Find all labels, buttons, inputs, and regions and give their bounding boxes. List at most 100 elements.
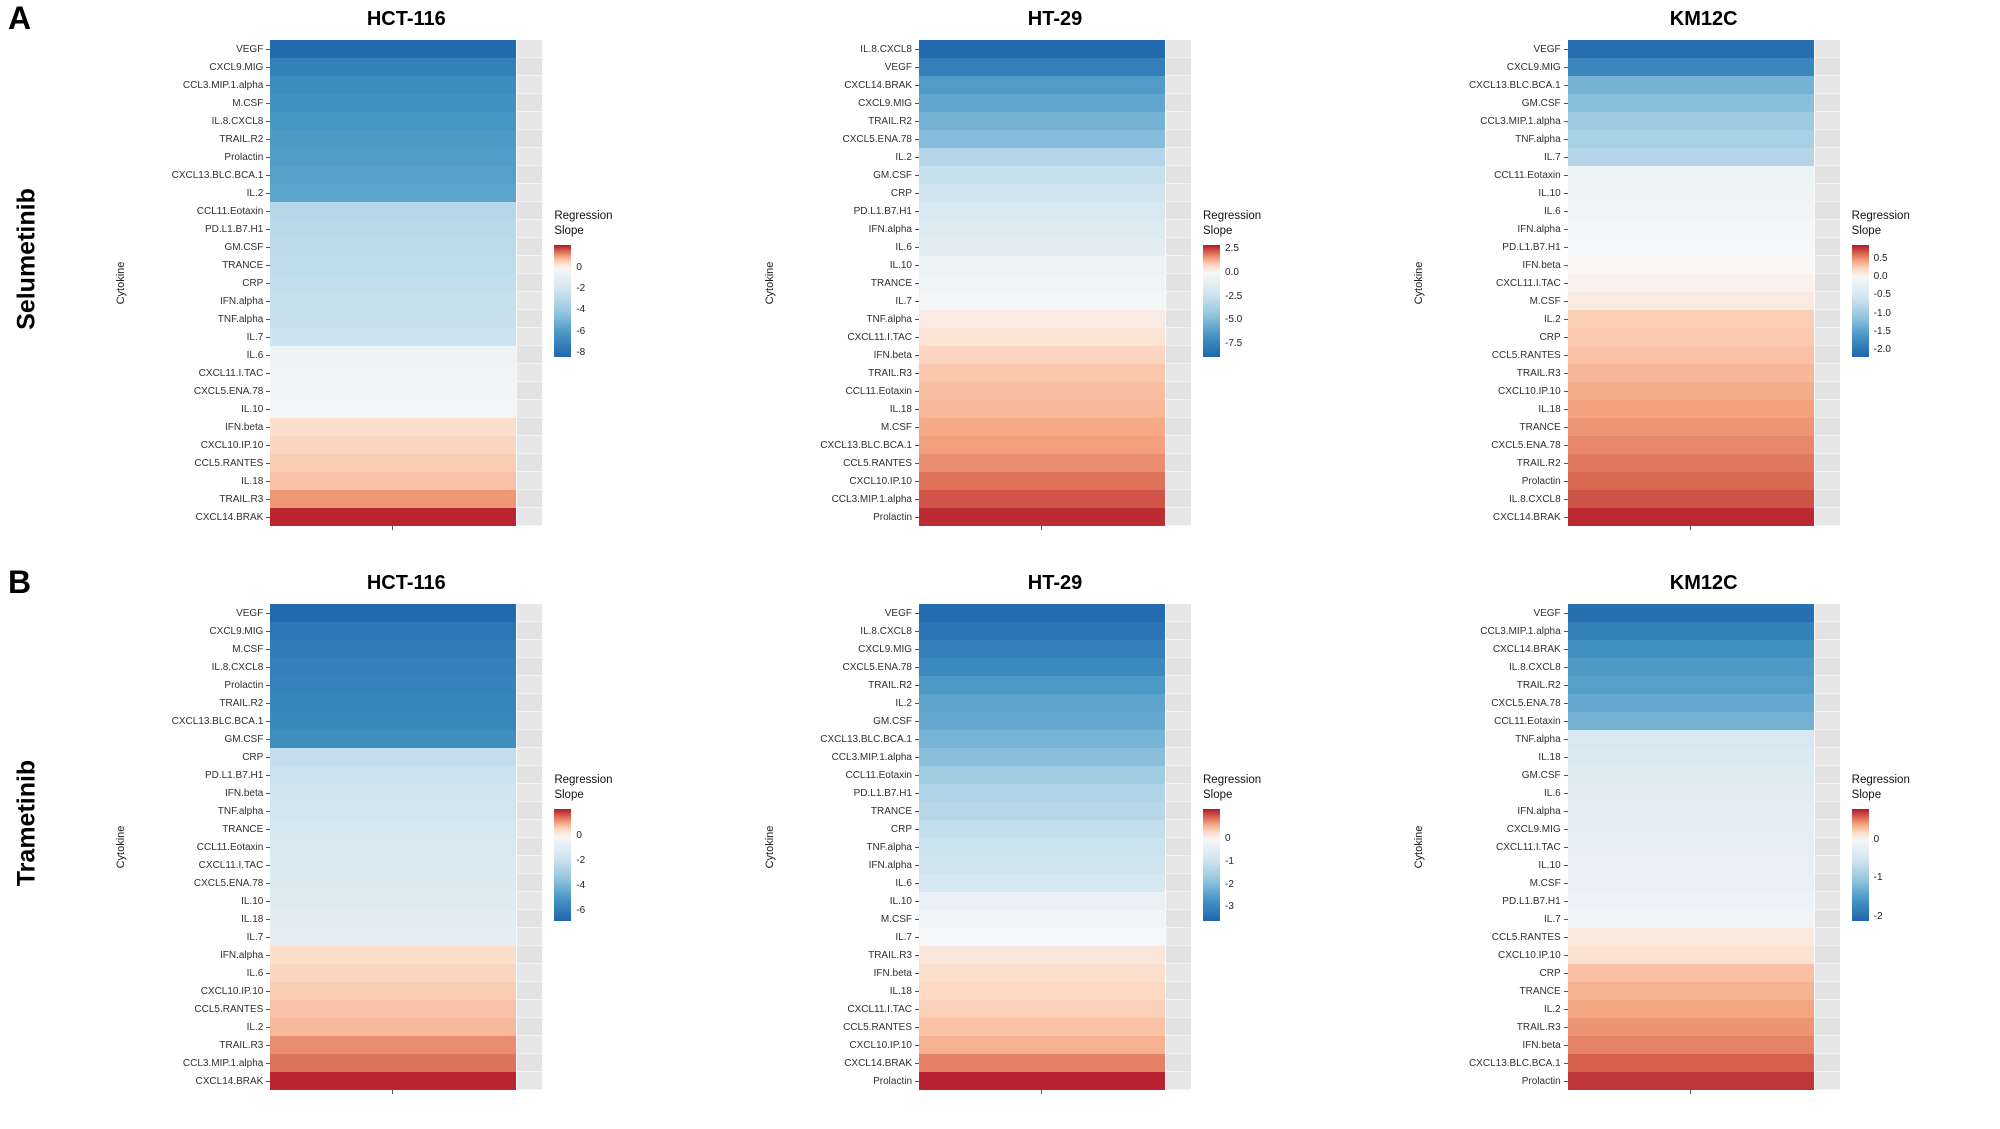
na-strip-row (1166, 184, 1191, 202)
y-tick: CXCL5.ENA.78 (132, 874, 271, 892)
heatmap-cell (919, 676, 1165, 694)
y-tick: IFN.alpha (781, 220, 919, 238)
heatmap-cell (919, 766, 1165, 784)
legend-tick-label: 0 (576, 830, 582, 842)
cytokine-label: IFN.beta (873, 967, 912, 979)
legend-tick-labels: 0 -2 -4 -6 -8 (571, 245, 615, 358)
y-tick: TRAIL.R2 (1430, 676, 1568, 694)
y-tick: CXCL11.I.TAC (132, 856, 271, 874)
y-tick: CXCL9.MIG (781, 640, 919, 658)
y-tick: Prolactin (781, 1072, 919, 1090)
y-tick: CRP (132, 274, 271, 292)
tick-mark (1563, 390, 1568, 392)
tick-mark (1563, 462, 1568, 464)
heatmap-cell (1567, 730, 1814, 748)
cytokine-label: CCL11.Eotaxin (196, 841, 264, 853)
na-strip-row (1814, 1072, 1840, 1090)
heatmap-cell (1567, 274, 1814, 292)
heatmap-cell (919, 640, 1165, 658)
cytokine-label: CCL3.MIP.1.alpha (831, 751, 912, 763)
cytokine-label: IL.8.CXCL8 (1508, 661, 1561, 673)
y-tick: TRANCE (132, 256, 271, 274)
y-tick: CXCL14.BRAK (132, 508, 271, 526)
cytokine-label: CCL3.MIP.1.alpha (182, 1057, 264, 1069)
x-tick-mark (1041, 1090, 1042, 1094)
heatmap-cell (919, 364, 1165, 382)
legend-tick-labels: 0.5 0.0 -0.5 -1.0 -1.5 -2.0 (1869, 245, 1913, 357)
panels-row-a: HCT-116 Cytokine VEGF CXCL9.MIG CCL3.MIP.1… (54, 0, 2000, 564)
tick-mark (1563, 702, 1568, 704)
heatmap-cells (1567, 604, 1814, 1090)
panels-row-b: HCT-116 Cytokine VEGF CXCL9.MIG M.CSF IL.8.… (54, 564, 2000, 1128)
heatmap-panel: HCT-116 Cytokine VEGF CXCL9.MIG M.CSF IL.8.… (54, 564, 703, 1128)
na-strip-row (517, 658, 543, 676)
y-tick: IL.2 (132, 1018, 271, 1036)
tick-mark (266, 990, 271, 992)
y-tick: TRAIL.R3 (132, 490, 271, 508)
heatmap-cell (919, 748, 1165, 766)
tick-mark (266, 354, 271, 356)
na-strip-row (1814, 694, 1840, 712)
heatmap-cell (270, 730, 517, 748)
y-tick: CRP (1430, 964, 1568, 982)
y-tick: TNF.alpha (781, 838, 919, 856)
heatmap-cell (270, 418, 517, 436)
heatmap-cell (919, 40, 1165, 58)
na-strip-row (1166, 364, 1191, 382)
heatmap-cell (919, 472, 1165, 490)
cytokine-label: PD.L1.B7.H1 (853, 787, 912, 799)
na-strip-row (517, 1018, 543, 1036)
legend-tick-label: -1.0 (1873, 307, 1891, 319)
y-tick: VEGF (132, 604, 271, 622)
na-strip-row (1814, 820, 1840, 838)
tick-mark (266, 756, 271, 758)
cytokine-label: CXCL5.ENA.78 (1491, 439, 1561, 451)
na-strip-row (1166, 274, 1191, 292)
heatmap-cell (270, 1000, 517, 1018)
heatmap-cell (1567, 184, 1814, 202)
na-strip (1813, 40, 1840, 526)
na-strip-row (1166, 454, 1191, 472)
cytokine-label: CXCL14.BRAK (844, 1057, 912, 1069)
cytokine-label: TRAIL.R2 (868, 115, 912, 127)
heatmap-cell (919, 202, 1165, 220)
heatmap-cell (919, 802, 1165, 820)
na-strip-row (1814, 604, 1840, 622)
cytokine-label: IL.18 (889, 403, 912, 415)
tick-mark (1563, 408, 1568, 410)
y-tick: PD.L1.B7.H1 (132, 766, 271, 784)
heatmap-cell (919, 1018, 1165, 1036)
heatmap-cell (1567, 784, 1814, 802)
heatmap-cell (270, 892, 517, 910)
y-tick: CXCL13.BLC.BCA.1 (132, 712, 271, 730)
y-tick: CXCL13.BLC.BCA.1 (781, 730, 919, 748)
y-tick: CXCL11.I.TAC (1430, 274, 1568, 292)
na-strip-row (1814, 220, 1840, 238)
cytokine-label: PD.L1.B7.H1 (1502, 895, 1561, 907)
y-tick: VEGF (1430, 40, 1568, 58)
heatmap-cell (1567, 982, 1814, 1000)
heatmap-cell (270, 964, 517, 982)
na-strip-row (1814, 838, 1840, 856)
cytokine-label: IFN.beta (1522, 259, 1561, 271)
tick-mark (915, 462, 919, 464)
y-axis-label: Cytokine (1412, 825, 1425, 869)
heatmap-cell (919, 346, 1165, 364)
legend-title: Regression Slope (554, 774, 613, 801)
heatmap-cell (1567, 874, 1814, 892)
y-tick: TRANCE (781, 274, 919, 292)
na-strip-row (1166, 310, 1191, 328)
tick-mark (1563, 282, 1568, 284)
heatmap-panel: HCT-116 Cytokine VEGF CXCL9.MIG CCL3.MIP.1… (54, 0, 703, 564)
legend-title: Regression Slope (1203, 210, 1262, 237)
cytokine-label: TRANCE (870, 805, 912, 817)
legend-tick-label: 0.5 (1873, 253, 1888, 265)
y-axis-label: Cytokine (115, 261, 128, 305)
cytokine-label: CCL11.Eotaxin (196, 205, 264, 217)
na-strip-row (517, 748, 543, 766)
y-tick: PD.L1.B7.H1 (132, 220, 271, 238)
na-strip-row (1166, 472, 1191, 490)
na-strip-row (1166, 658, 1191, 676)
legend-colorbar (554, 244, 572, 357)
